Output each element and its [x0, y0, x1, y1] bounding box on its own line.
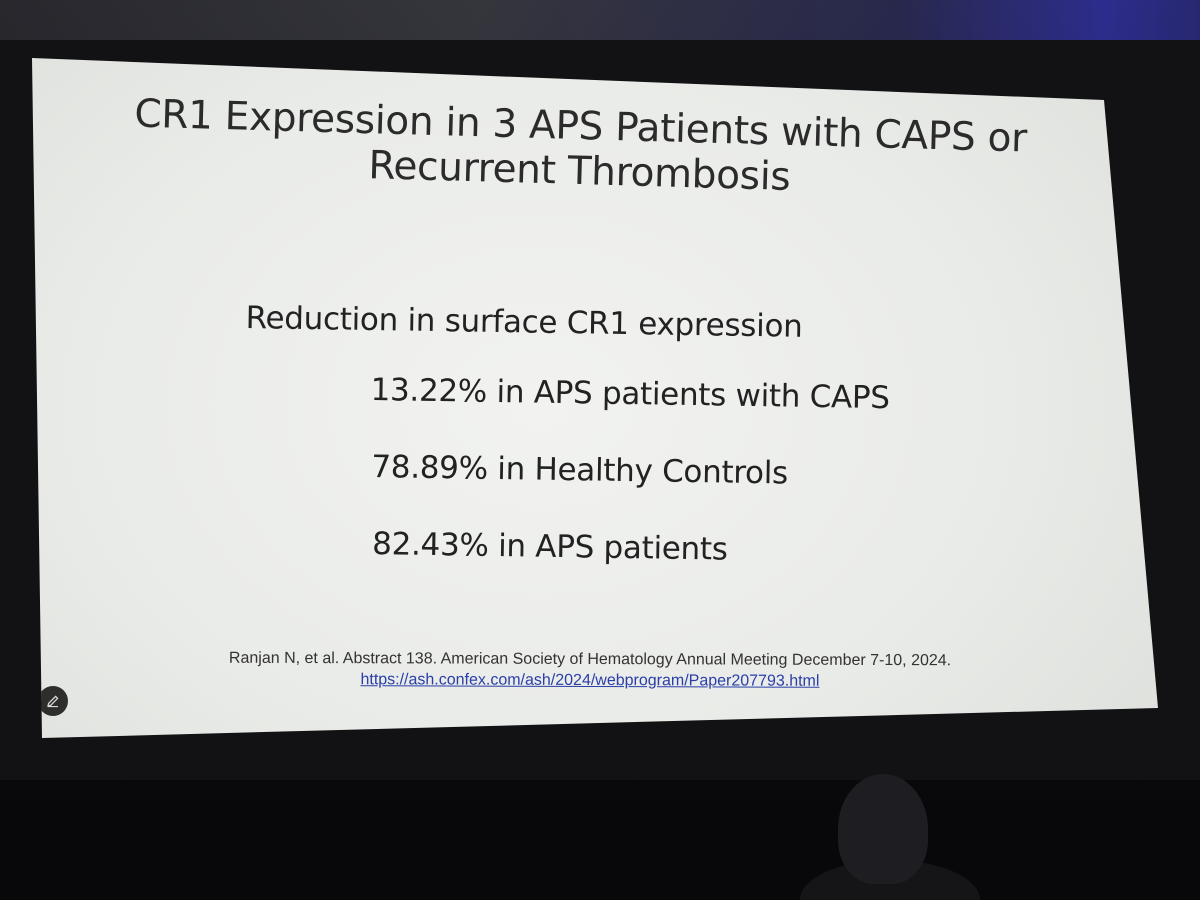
stat-caps: 13.22% in APS patients with CAPS — [370, 371, 890, 417]
slide-title: CR1 Expression in 3 APS Patients with CA… — [109, 91, 1051, 208]
ceiling-lights — [0, 0, 1200, 40]
slide-body: Reduction in surface CR1 expression 13.2… — [241, 300, 1006, 613]
slide-heading: Reduction in surface CR1 expression — [245, 300, 803, 345]
citation-link[interactable]: https://ash.confex.com/ash/2024/webprogr… — [360, 670, 820, 690]
audience-member-silhouette — [800, 770, 1000, 900]
pen-icon[interactable] — [38, 686, 68, 716]
stat-healthy-controls: 78.89% in Healthy Controls — [371, 448, 789, 492]
slide-citation: Ranjan N, et al. Abstract 138. American … — [160, 648, 1020, 693]
audience-head — [838, 774, 928, 884]
stat-aps-patients: 82.43% in APS patients — [371, 526, 728, 568]
citation-text: Ranjan N, et al. Abstract 138. American … — [228, 649, 952, 670]
